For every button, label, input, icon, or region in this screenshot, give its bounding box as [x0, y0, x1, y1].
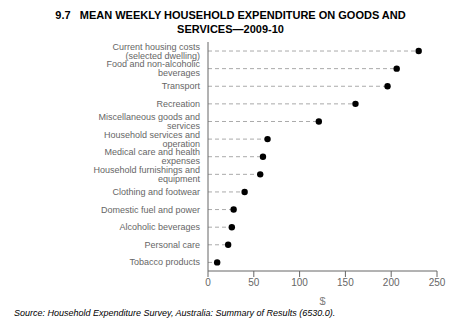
svg-text:0: 0 [205, 277, 211, 288]
svg-text:Household furnishings andequip: Household furnishings andequipment [93, 165, 200, 184]
svg-text:Tobacco products: Tobacco products [129, 257, 200, 267]
svg-text:200: 200 [383, 277, 400, 288]
svg-text:Medical care and healthexpense: Medical care and healthexpenses [104, 147, 200, 166]
svg-text:Personal care: Personal care [144, 240, 200, 250]
svg-text:Food and non-alcoholicbeverage: Food and non-alcoholicbeverages [106, 59, 200, 78]
html-text:Source: Household Expenditure: Source: Household Expenditure Survey, Au… [14, 308, 336, 318]
svg-text:Domestic fuel and power: Domestic fuel and power [101, 205, 200, 215]
svg-text:250: 250 [429, 277, 446, 288]
svg-text:Current housing costs(selected: Current housing costs(selected dwelling) [112, 42, 200, 61]
svg-text:Transport: Transport [162, 81, 201, 91]
svg-text:Household services andoperatio: Household services andoperation [104, 130, 200, 149]
svg-text:150: 150 [337, 277, 354, 288]
svg-text:Miscellaneous goods andservice: Miscellaneous goods andservices [98, 112, 200, 131]
svg-text:Clothing and footwear: Clothing and footwear [112, 187, 200, 197]
svg-text:50: 50 [248, 277, 260, 288]
svg-text:Recreation: Recreation [156, 99, 200, 109]
svg-text:Alcoholic beverages: Alcoholic beverages [119, 222, 200, 232]
svg-text:100: 100 [291, 277, 308, 288]
html-text:SERVICES—2009-10: SERVICES—2009-10 [177, 23, 284, 35]
svg-text:$: $ [319, 295, 325, 305]
html-text:9.7 MEAN WEEKLY HOUSEHOLD EXPE: 9.7 MEAN WEEKLY HOUSEHOLD EXPENDITURE ON… [55, 9, 406, 21]
